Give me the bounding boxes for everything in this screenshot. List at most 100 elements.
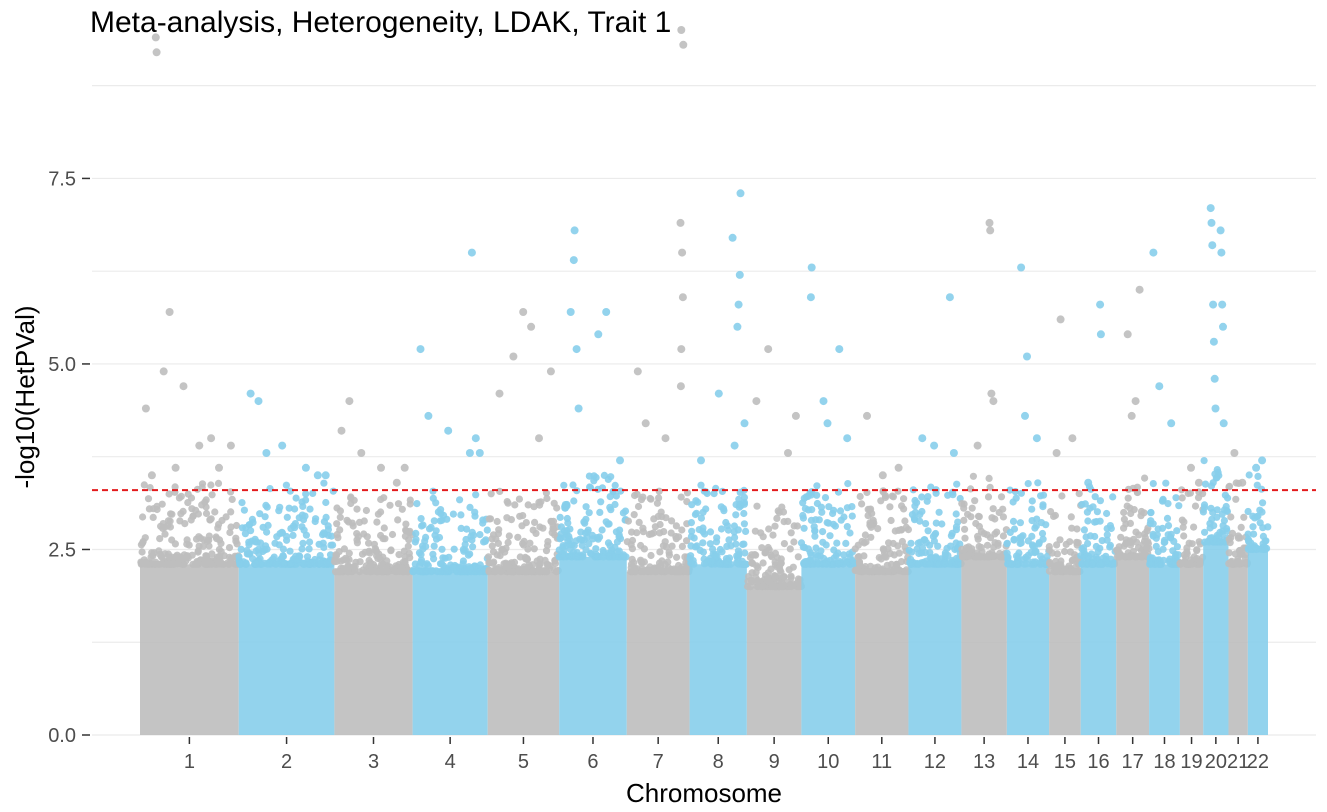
snp-point	[1045, 543, 1053, 551]
snp-point	[1166, 533, 1175, 542]
snp-point	[1068, 556, 1076, 565]
snp-point	[1096, 497, 1104, 505]
snp-point	[1012, 552, 1021, 560]
snp-point	[207, 481, 215, 489]
snp-point	[279, 552, 287, 560]
snp-point	[1017, 489, 1025, 497]
chromosome-18-points	[1146, 248, 1183, 735]
snp-point	[977, 543, 985, 552]
snp-point	[1180, 532, 1188, 540]
snp-point	[732, 540, 740, 548]
snp-peak-point	[987, 389, 996, 398]
snp-point	[195, 533, 203, 541]
snp-point	[1096, 560, 1104, 568]
snp-point	[245, 541, 253, 549]
snp-point	[391, 567, 399, 576]
snp-point	[276, 503, 284, 511]
chromosome-10-points	[797, 263, 859, 735]
snp-point	[748, 578, 756, 586]
snp-point	[697, 481, 705, 489]
snp-point	[205, 542, 213, 550]
snp-point	[615, 531, 623, 539]
snp-point	[734, 559, 742, 567]
snp-point	[874, 525, 882, 533]
snp-point	[947, 532, 956, 540]
snp-point	[246, 550, 254, 558]
snp-peak-point	[843, 434, 852, 443]
snp-point	[559, 542, 567, 550]
snp-point	[740, 520, 749, 528]
snp-point	[187, 516, 195, 524]
snp-point	[1201, 480, 1210, 488]
snp-point	[505, 532, 513, 540]
snp-peak-point	[949, 449, 958, 457]
snp-point	[362, 562, 370, 570]
snp-peak-point	[246, 389, 255, 398]
snp-point	[232, 521, 241, 530]
snp-point	[576, 535, 584, 543]
snp-point	[291, 520, 299, 528]
snp-point	[972, 519, 980, 528]
snp-point	[1078, 500, 1086, 509]
snp-point	[767, 551, 775, 560]
snp-point	[543, 568, 551, 576]
snp-point	[432, 535, 441, 543]
snp-point	[873, 567, 881, 575]
snp-point	[999, 505, 1007, 513]
snp-point	[429, 494, 437, 502]
snp-point	[786, 580, 795, 588]
x-tick-label-chr-20: 20	[1205, 751, 1227, 773]
snp-point	[677, 493, 685, 501]
chromosome-4-points	[409, 248, 492, 735]
snp-point	[526, 539, 534, 547]
snp-peak-point	[1032, 434, 1041, 443]
snp-point	[986, 534, 995, 542]
snp-point	[697, 514, 706, 522]
snp-point	[1115, 553, 1123, 561]
snp-point	[461, 540, 469, 549]
snp-point	[256, 510, 264, 518]
snp-point	[300, 526, 308, 534]
snp-point	[326, 551, 335, 559]
snp-point	[637, 541, 645, 550]
snp-point	[752, 551, 760, 559]
snp-point	[668, 517, 676, 525]
snp-peak-point	[509, 352, 518, 361]
snp-point	[406, 500, 414, 508]
snp-point	[1056, 536, 1064, 544]
snp-point	[905, 546, 913, 555]
snp-point	[202, 496, 210, 504]
x-tick-label-chr-19: 19	[1180, 751, 1202, 773]
snp-point	[305, 545, 313, 553]
snp-point	[822, 541, 830, 549]
snp-point	[1050, 512, 1058, 521]
snp-point	[372, 547, 380, 555]
chromosome-9-points	[744, 345, 806, 735]
snp-point	[1122, 540, 1130, 548]
snp-point	[656, 548, 664, 556]
snp-point	[1179, 523, 1187, 531]
snp-point	[713, 534, 721, 542]
snp-point	[1131, 553, 1139, 561]
chromosome-17-points	[1113, 285, 1153, 735]
snp-point	[596, 533, 604, 541]
snp-point	[319, 531, 327, 539]
snp-point	[907, 539, 915, 547]
x-tick-label-chr-4: 4	[445, 751, 456, 773]
snp-point	[225, 544, 234, 552]
snp-point	[1080, 526, 1088, 534]
snp-point	[1103, 536, 1111, 544]
chromosome-2-dense-band	[238, 564, 335, 735]
x-tick-label-chr-13: 13	[973, 751, 995, 773]
snp-point	[692, 509, 701, 517]
snp-point	[1195, 538, 1203, 546]
snp-point	[829, 520, 838, 528]
snp-peak-point	[807, 263, 816, 272]
snp-point	[1228, 560, 1236, 568]
snp-point	[706, 540, 714, 548]
snp-point	[1242, 558, 1250, 567]
snp-point	[926, 560, 934, 568]
snp-point	[665, 551, 674, 559]
snp-point	[908, 510, 917, 519]
snp-point	[722, 518, 730, 527]
